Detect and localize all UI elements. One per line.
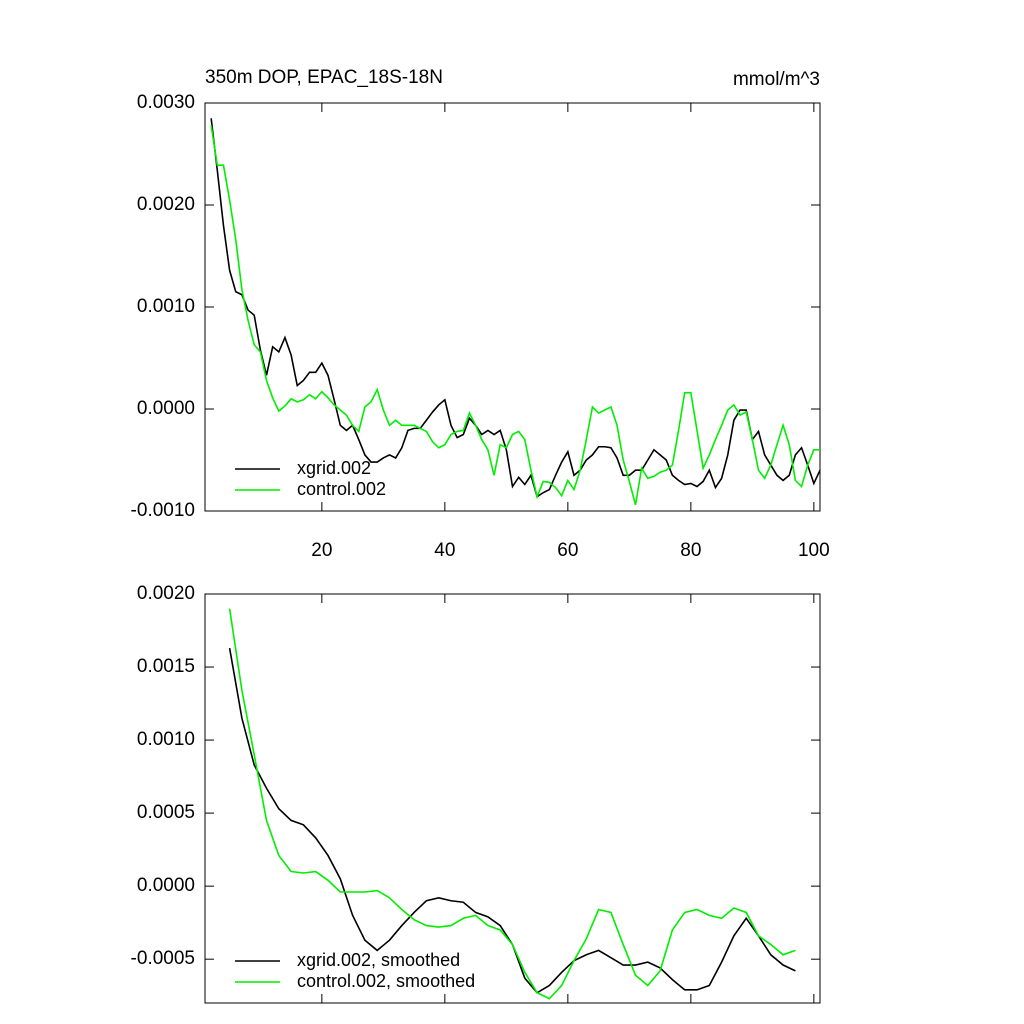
x-tick-label: 20 bbox=[311, 540, 332, 561]
plot-frame bbox=[204, 593, 821, 1004]
y-tick-label: -0.0010 bbox=[131, 500, 195, 521]
y-tick-label: 0.0020 bbox=[137, 583, 195, 604]
legend-label: control.002 bbox=[297, 479, 386, 499]
x-tick-label: 80 bbox=[680, 540, 701, 561]
legend-label: xgrid.002, smoothed bbox=[297, 950, 460, 970]
y-tick-label: 0.0010 bbox=[137, 729, 195, 750]
x-tick-label: 40 bbox=[434, 540, 455, 561]
data-line bbox=[228, 647, 796, 994]
data-line bbox=[228, 608, 796, 1000]
y-tick-label: 0.0000 bbox=[137, 398, 195, 419]
chart-title: 350m DOP, EPAC_18S-18N bbox=[205, 67, 443, 88]
y-tick-label: 0.0030 bbox=[137, 92, 195, 113]
data-line bbox=[210, 125, 820, 506]
x-tick-label: 100 bbox=[798, 540, 830, 561]
x-tick-label: 60 bbox=[557, 540, 578, 561]
y-tick-label: 0.0000 bbox=[137, 875, 195, 896]
plot-frame bbox=[204, 102, 821, 512]
legend-label: xgrid.002 bbox=[297, 458, 371, 478]
y-tick-label: -0.0005 bbox=[131, 948, 195, 969]
units-label: mmol/m^3 bbox=[733, 69, 820, 90]
data-line bbox=[210, 118, 821, 498]
y-tick-label: 0.0010 bbox=[137, 296, 195, 317]
y-tick-label: 0.0005 bbox=[137, 802, 195, 823]
legend-label: control.002, smoothed bbox=[297, 971, 475, 991]
y-tick-label: 0.0020 bbox=[137, 194, 195, 215]
y-tick-label: 0.0015 bbox=[137, 656, 195, 677]
